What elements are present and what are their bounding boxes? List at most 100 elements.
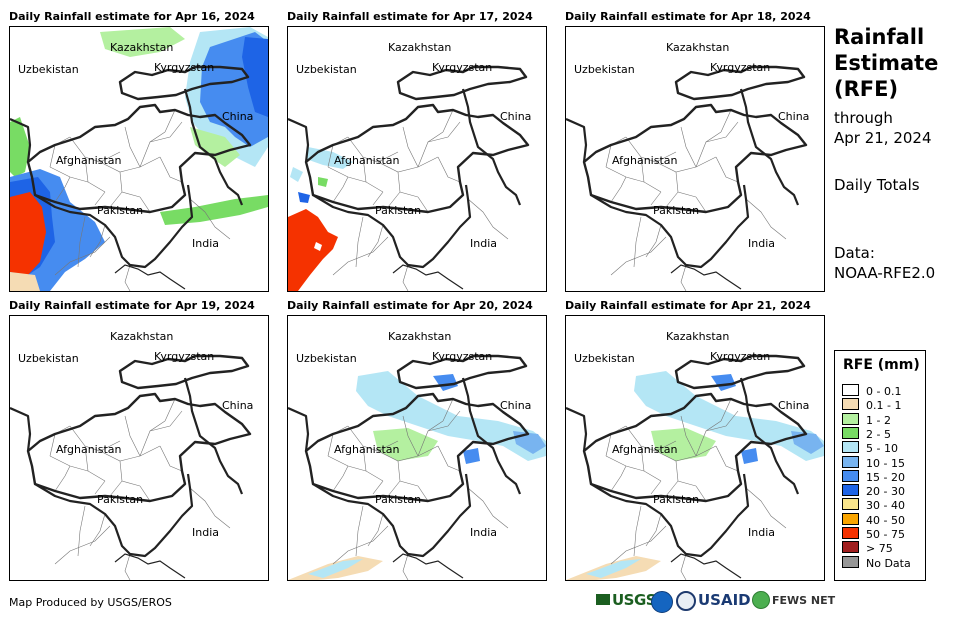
province-boundary: [119, 171, 141, 198]
coastline: [670, 264, 742, 290]
rainfall-area: [634, 371, 824, 461]
country-border: [34, 473, 194, 558]
country-border: [304, 103, 530, 214]
province-boundary: [720, 398, 732, 422]
logo-text: USAID: [698, 591, 751, 609]
rainfall-area: [741, 448, 758, 464]
country-label-china: China: [778, 399, 810, 412]
province-boundary: [327, 166, 367, 183]
coastline: [114, 553, 186, 579]
province-boundary: [377, 445, 439, 462]
title-line: Estimate: [834, 51, 939, 75]
province-boundary: [417, 131, 444, 168]
province-boundary: [54, 176, 71, 203]
legend-label: 1 - 2: [866, 413, 891, 427]
province-boundary: [655, 445, 717, 462]
province-boundary: [610, 176, 627, 203]
country-label-kyrgyzstan: Kyrgyzstan: [710, 350, 771, 363]
through-label: through: [834, 109, 893, 127]
country-label-uzbekistan: Uzbekistan: [296, 352, 357, 365]
country-border: [739, 88, 800, 206]
country-label-kyrgyzstan: Kyrgyzstan: [710, 61, 771, 74]
legend-item: 2 - 5: [842, 426, 891, 441]
province-boundary: [54, 465, 71, 492]
province-boundary: [655, 156, 717, 173]
country-border: [34, 184, 194, 269]
province-boundary: [417, 485, 429, 502]
province-boundary: [402, 415, 419, 457]
rainfall-area: [308, 559, 363, 578]
noaa-logo: [651, 591, 673, 613]
province-boundary: [119, 460, 141, 487]
province-boundary: [332, 176, 349, 203]
fews-net-logo: FEWS NET: [772, 594, 835, 607]
country-border: [396, 65, 528, 101]
country-border: [10, 117, 32, 163]
country-border: [461, 377, 522, 495]
title-line: (RFE): [834, 77, 899, 101]
province-boundary: [645, 513, 662, 547]
province-boundary: [397, 460, 419, 487]
province-boundary: [77, 505, 86, 557]
country-label-kazakhstan: Kazakhstan: [666, 41, 730, 54]
country-label-pakistan: Pakistan: [653, 204, 700, 217]
rainfall-area: [463, 448, 480, 464]
country-label-china: China: [500, 399, 532, 412]
country-border: [26, 392, 252, 503]
country-label-india: India: [192, 526, 219, 539]
country-label-india: India: [748, 237, 775, 250]
province-boundary: [367, 224, 384, 258]
province-boundary: [467, 198, 509, 240]
province-boundary: [675, 460, 697, 487]
country-label-china: China: [222, 110, 254, 123]
legend-swatch: [842, 498, 859, 511]
legend-swatch: [842, 384, 859, 396]
legend-swatch: [842, 412, 859, 425]
province-boundary: [327, 455, 367, 472]
country-label-india: India: [470, 237, 497, 250]
rainfall-area: [298, 192, 310, 203]
country-border: [10, 406, 32, 452]
province-boundary: [54, 236, 111, 276]
legend-title: RFE (mm): [843, 357, 920, 373]
country-label-afghanistan: Afghanistan: [334, 154, 400, 167]
province-boundary: [427, 410, 461, 432]
country-border: [674, 354, 806, 390]
legend-label: 30 - 40: [866, 499, 905, 513]
province-boundary: [164, 398, 176, 422]
province-boundary: [402, 126, 419, 168]
province-boundary: [94, 191, 106, 206]
province-boundary: [680, 553, 687, 580]
province-boundary: [332, 465, 349, 492]
province-boundary: [332, 525, 389, 565]
legend-label: > 75: [866, 542, 893, 556]
country-label-india: India: [748, 526, 775, 539]
legend-label: 0.1 - 1: [866, 399, 902, 413]
province-boundary: [715, 156, 739, 183]
province-boundary: [377, 156, 439, 173]
province-boundary: [355, 505, 364, 557]
province-boundary: [417, 196, 429, 213]
title-line: Rainfall: [834, 25, 925, 49]
country-label-uzbekistan: Uzbekistan: [574, 63, 635, 76]
legend-swatch: [842, 555, 859, 568]
country-label-kyrgyzstan: Kyrgyzstan: [432, 350, 493, 363]
province-boundary: [124, 553, 131, 580]
rainfall-area: [356, 371, 546, 461]
rainfall-area: [314, 242, 322, 251]
map-svg: [288, 354, 546, 580]
province-boundary: [347, 425, 399, 452]
country-border: [590, 473, 750, 558]
province-boundary: [745, 198, 787, 240]
rainfall-area: [190, 127, 240, 167]
rainfall-area: [288, 209, 338, 291]
legend-swatch: [842, 426, 859, 439]
province-boundary: [745, 487, 787, 529]
province-boundary: [54, 525, 111, 565]
country-label-kazakhstan: Kazakhstan: [666, 330, 730, 343]
province-boundary: [139, 485, 151, 502]
province-boundary: [347, 136, 399, 163]
province-boundary: [397, 171, 419, 198]
country-label-india: India: [470, 526, 497, 539]
